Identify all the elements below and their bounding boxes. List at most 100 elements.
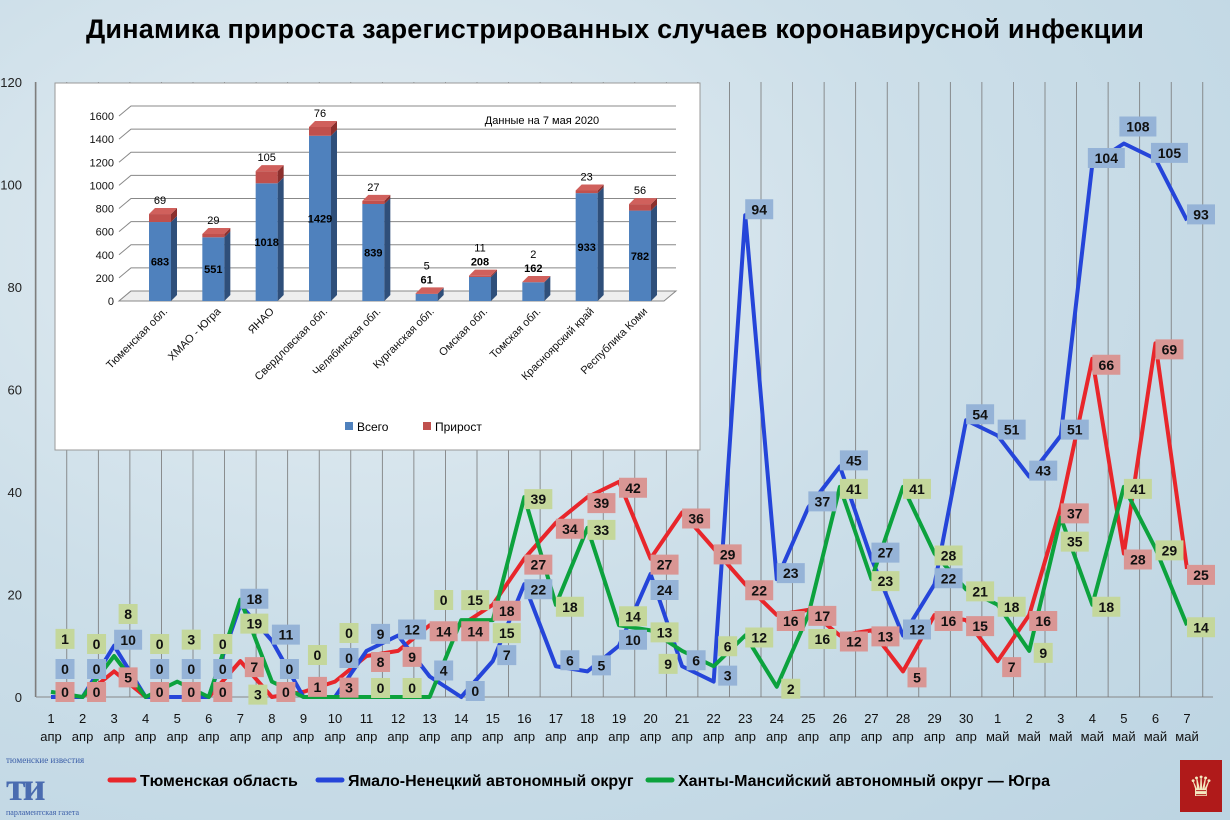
data-label: 14: [625, 608, 641, 624]
inset-bar-total-label: 208: [471, 257, 489, 269]
inset-grid-line: [118, 174, 676, 186]
data-label-bg: [118, 667, 138, 688]
inset-bar-total-label: 61: [421, 274, 433, 286]
inset-grid-line: [118, 128, 676, 140]
data-label-bg: [524, 579, 553, 600]
x-tick-label-day: 24: [770, 711, 784, 726]
inset-bar-side: [384, 197, 391, 301]
inset-y-tick-label: 1600: [90, 111, 114, 123]
data-label: 27: [657, 557, 673, 573]
inset-bar-increment-label: 23: [581, 171, 593, 183]
inset-bar-increment-label: 76: [314, 108, 326, 120]
x-tick-label-month: май: [1081, 729, 1104, 744]
data-label-bg: [244, 657, 264, 678]
x-tick-label-day: 10: [328, 711, 342, 726]
x-tick-label-month: апр: [230, 729, 252, 744]
data-label-bg: [713, 544, 742, 565]
inset-bar-side: [491, 270, 497, 301]
inset-grid-line: [118, 267, 676, 279]
data-label: 12: [909, 622, 925, 638]
data-label-bg: [718, 636, 738, 657]
data-label: 15: [499, 625, 515, 641]
y-tick-label: 20: [8, 588, 22, 603]
inset-bar-total-label: 683: [151, 257, 169, 269]
data-label: 69: [1162, 341, 1178, 357]
data-label: 19: [247, 616, 263, 632]
inset-bar-total-label: 839: [364, 247, 382, 259]
data-label-bg: [1087, 148, 1125, 168]
inset-legend-label: Всего: [357, 420, 389, 434]
data-label-bg: [114, 629, 143, 650]
data-label-bg: [213, 659, 233, 679]
y-tick-label: 60: [8, 383, 22, 398]
inset-bar-increment: [309, 126, 331, 136]
data-label-bg: [591, 655, 611, 676]
data-label: 42: [625, 480, 641, 496]
data-label: 8: [377, 654, 385, 670]
data-label: 9: [664, 656, 672, 672]
data-label: 0: [345, 625, 353, 641]
data-label: 12: [846, 634, 862, 650]
inset-bar-increment-label: 69: [154, 195, 166, 207]
inset-bar-total-label: 782: [631, 251, 649, 263]
x-tick-label-month: апр: [293, 729, 315, 744]
x-tick-label-day: 9: [300, 711, 307, 726]
data-label: 16: [815, 631, 831, 647]
x-tick-label-month: апр: [72, 729, 94, 744]
inset-bar-top: [149, 208, 177, 215]
data-label-bg: [808, 491, 837, 512]
inset-bar-increment: [149, 214, 171, 223]
chart-title: Динамика прироста зарегистрированных слу…: [85, 14, 1145, 44]
inset-bar-increment-label: 27: [367, 182, 379, 194]
x-tick-label-day: 18: [580, 711, 594, 726]
inset-legend-swatch: [423, 422, 431, 430]
inset-bar-side: [277, 177, 284, 301]
data-label: 0: [219, 661, 227, 677]
inset-bar-increment: [362, 200, 385, 204]
data-label: 23: [878, 573, 894, 589]
x-tick-label-day: 15: [486, 711, 500, 726]
data-label: 0: [187, 684, 195, 700]
data-label-bg: [1187, 204, 1215, 225]
inset-bar-increment: [575, 190, 598, 194]
x-tick-label-month: апр: [40, 729, 62, 744]
data-label: 39: [531, 491, 547, 507]
data-label-bg: [271, 624, 300, 645]
x-tick-label-month: май: [1112, 729, 1135, 744]
data-label: 6: [724, 638, 732, 654]
x-tick-label-day: 23: [738, 711, 752, 726]
data-label-bg: [524, 489, 553, 510]
x-tick-label-day: 13: [422, 711, 436, 726]
data-label: 15: [972, 618, 988, 634]
data-label: 0: [471, 683, 479, 699]
x-tick-label-day: 29: [927, 711, 941, 726]
x-tick-label-day: 5: [1120, 711, 1127, 726]
data-label: 10: [120, 632, 136, 648]
data-label-bg: [871, 542, 900, 563]
data-label: 28: [1130, 552, 1146, 568]
data-label: 0: [219, 684, 227, 700]
data-label-bg: [1187, 564, 1215, 585]
x-tick-label-month: май: [1144, 729, 1167, 744]
inset-bar-increment: [469, 275, 491, 277]
x-tick-label-month: май: [1018, 729, 1041, 744]
data-label: 0: [93, 684, 101, 700]
logo-top-text: тюменские известия: [6, 755, 85, 765]
legend-label: Ханты-Мансийский автономный округ — Югра: [678, 773, 1050, 790]
data-label: 14: [1193, 619, 1209, 635]
data-label-bg: [1033, 642, 1053, 663]
x-tick-label-month: май: [1175, 729, 1198, 744]
data-label: 22: [531, 581, 547, 597]
inset-bar-increment-label: 29: [207, 215, 219, 227]
inset-y-tick-label: 400: [96, 250, 114, 262]
inset-bar-total-label: 933: [577, 242, 595, 254]
data-label: 3: [254, 687, 262, 703]
data-label-bg: [839, 631, 868, 652]
data-label: 29: [720, 546, 736, 562]
data-label: 8: [124, 606, 132, 622]
data-label-bg: [492, 623, 521, 644]
inset-grid-line: [118, 151, 676, 163]
x-tick-label-month: апр: [734, 729, 756, 744]
data-label-bg: [181, 629, 201, 650]
data-label: 0: [156, 661, 164, 677]
